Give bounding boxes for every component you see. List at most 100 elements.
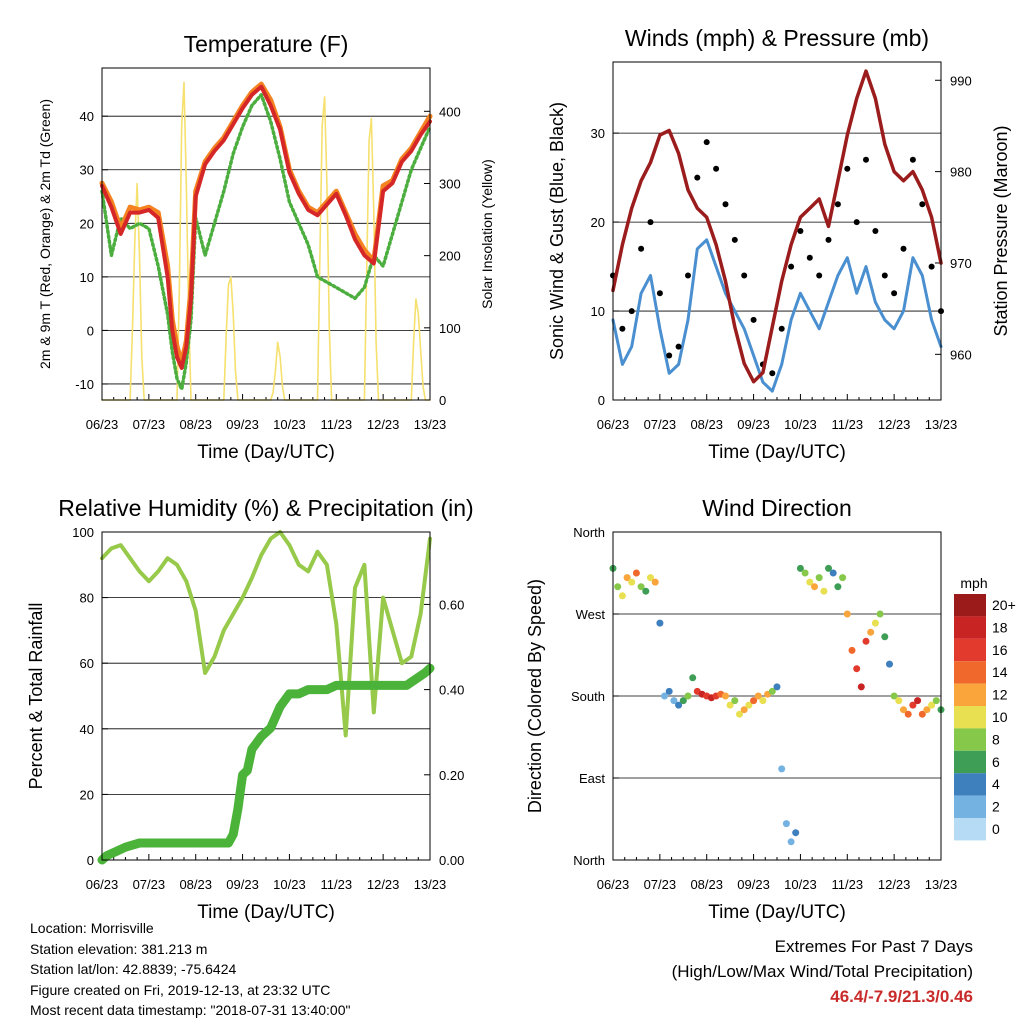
- x-tick-label: 10/23: [784, 417, 817, 432]
- colorbar-cell: [954, 750, 986, 774]
- extremes-subtitle: (High/Low/Max Wind/Total Precipitation): [671, 962, 973, 981]
- direction-point: [825, 564, 832, 572]
- y-axis-label: 2m & 9m T (Red, Orange) & 2m Td (Green): [37, 99, 53, 369]
- y2-tick-label: 0.00: [439, 853, 464, 868]
- colorbar-tick-label: 4: [992, 776, 1000, 792]
- direction-point: [731, 697, 739, 705]
- colorbar-cell: [954, 773, 986, 796]
- direction-point: [754, 692, 762, 700]
- y-tick-label: -10: [75, 377, 94, 392]
- x-tick-label: 09/23: [226, 417, 259, 432]
- location-label: Location: Morrisville: [30, 920, 154, 936]
- direction-point: [811, 583, 818, 591]
- gust-point: [647, 219, 654, 226]
- created-label: Figure created on Fri, 2019-12-13, at 23…: [30, 981, 331, 998]
- chart-temperature: Temperature (F) Time (Day/UTC) 06/23 07/23 0…: [37, 31, 495, 463]
- gust-point: [741, 272, 748, 279]
- y2-tick-label: 0: [439, 393, 446, 408]
- direction-point: [806, 578, 814, 586]
- direction-point: [684, 692, 692, 700]
- direction-point: [932, 697, 940, 705]
- station-info: Location: Morrisville Station elevation:…: [30, 918, 350, 1021]
- x-tick-label: 07/23: [133, 877, 166, 892]
- y-tick-label: 30: [591, 126, 605, 141]
- direction-point: [689, 674, 697, 682]
- y-tick-label: 100: [72, 525, 94, 540]
- y-tick-label: 80: [80, 591, 94, 606]
- x-tick-label: 10/23: [273, 877, 306, 892]
- y2-tick-label: 300: [439, 176, 461, 191]
- plot-border: [612, 531, 942, 861]
- direction-point: [900, 706, 907, 714]
- gust-point: [891, 290, 898, 297]
- direction-point: [778, 765, 786, 773]
- y-tick-label: West: [576, 607, 606, 622]
- series-wind: [611, 238, 943, 393]
- y-axis-label: Percent & Total Rainfall: [26, 603, 46, 790]
- gust-point: [834, 201, 841, 208]
- x-tick-label: 08/23: [690, 877, 723, 892]
- direction-point: [923, 706, 931, 714]
- gust-point: [844, 165, 851, 172]
- direction-point: [618, 592, 626, 600]
- direction-point: [881, 633, 889, 641]
- plot-border: [101, 531, 431, 861]
- gust-point: [872, 228, 879, 234]
- latlon-label: Station lat/lon: 42.8839; -75.6424: [30, 961, 237, 977]
- direction-point: [642, 587, 650, 595]
- direction-point: [871, 619, 879, 627]
- direction-point: [867, 628, 875, 636]
- y-tick-label: 60: [80, 656, 94, 671]
- y-tick-label: 20: [80, 216, 94, 231]
- direction-point: [834, 583, 842, 591]
- gust-point: [853, 219, 860, 226]
- gust-point: [694, 174, 701, 181]
- x-tick-label: 06/23: [86, 417, 119, 432]
- y2-tick-label: 0.60: [439, 597, 464, 612]
- direction-point: [745, 701, 753, 709]
- direction-point: [843, 610, 851, 618]
- gust-point: [816, 272, 823, 279]
- x-tick-label: 07/23: [644, 417, 677, 432]
- direction-point: [726, 701, 734, 709]
- colorbar-label: mph: [960, 575, 987, 591]
- x-tick-label: 06/23: [86, 877, 119, 892]
- gust-point: [656, 290, 663, 297]
- x-tick-label: 09/23: [226, 877, 259, 892]
- y-tick-label: 40: [80, 722, 94, 737]
- y-tick-label: North: [573, 853, 605, 868]
- x-tick-label: 13/23: [414, 877, 447, 892]
- y2-tick-label: 970: [950, 256, 972, 271]
- direction-point: [614, 583, 622, 591]
- y-tick-label: 0: [87, 323, 94, 338]
- direction-point: [918, 710, 926, 718]
- y2-tick-label: 0.40: [439, 683, 464, 698]
- gust-point: [797, 228, 804, 234]
- y-tick-label: 0: [87, 853, 94, 868]
- y-tick-label: 20: [591, 215, 605, 230]
- gust-point: [628, 308, 635, 315]
- x-tick-label: 13/23: [925, 877, 958, 892]
- gust-point: [778, 325, 785, 332]
- gust-point: [675, 343, 682, 350]
- gust-point: [928, 263, 935, 270]
- x-tick-label: 08/23: [179, 877, 212, 892]
- y-tick-label: 10: [80, 270, 94, 285]
- series-pressure: [611, 69, 943, 384]
- chart-title: Wind Direction: [702, 495, 852, 521]
- direction-point: [909, 701, 917, 709]
- direction-point: [853, 665, 861, 673]
- gust-point: [731, 236, 738, 243]
- direction-point: [628, 578, 636, 586]
- x-tick-label: 09/23: [737, 877, 770, 892]
- x-tick-label: 12/23: [878, 417, 911, 432]
- plot-border: [612, 61, 942, 401]
- x-tick-label: 13/23: [414, 417, 447, 432]
- colorbar-cell: [954, 795, 986, 818]
- recent-timestamp-label: Most recent data timestamp: "2018-07-31 …: [30, 1002, 351, 1018]
- y-tick-label: 0: [598, 393, 605, 408]
- chart-wind-direction: Wind Direction Time (Day/UTC) 06/23 07/23 08…: [525, 495, 957, 923]
- y-tick-label: 30: [80, 163, 94, 178]
- y-tick-label: 40: [80, 109, 94, 124]
- direction-point: [787, 838, 795, 846]
